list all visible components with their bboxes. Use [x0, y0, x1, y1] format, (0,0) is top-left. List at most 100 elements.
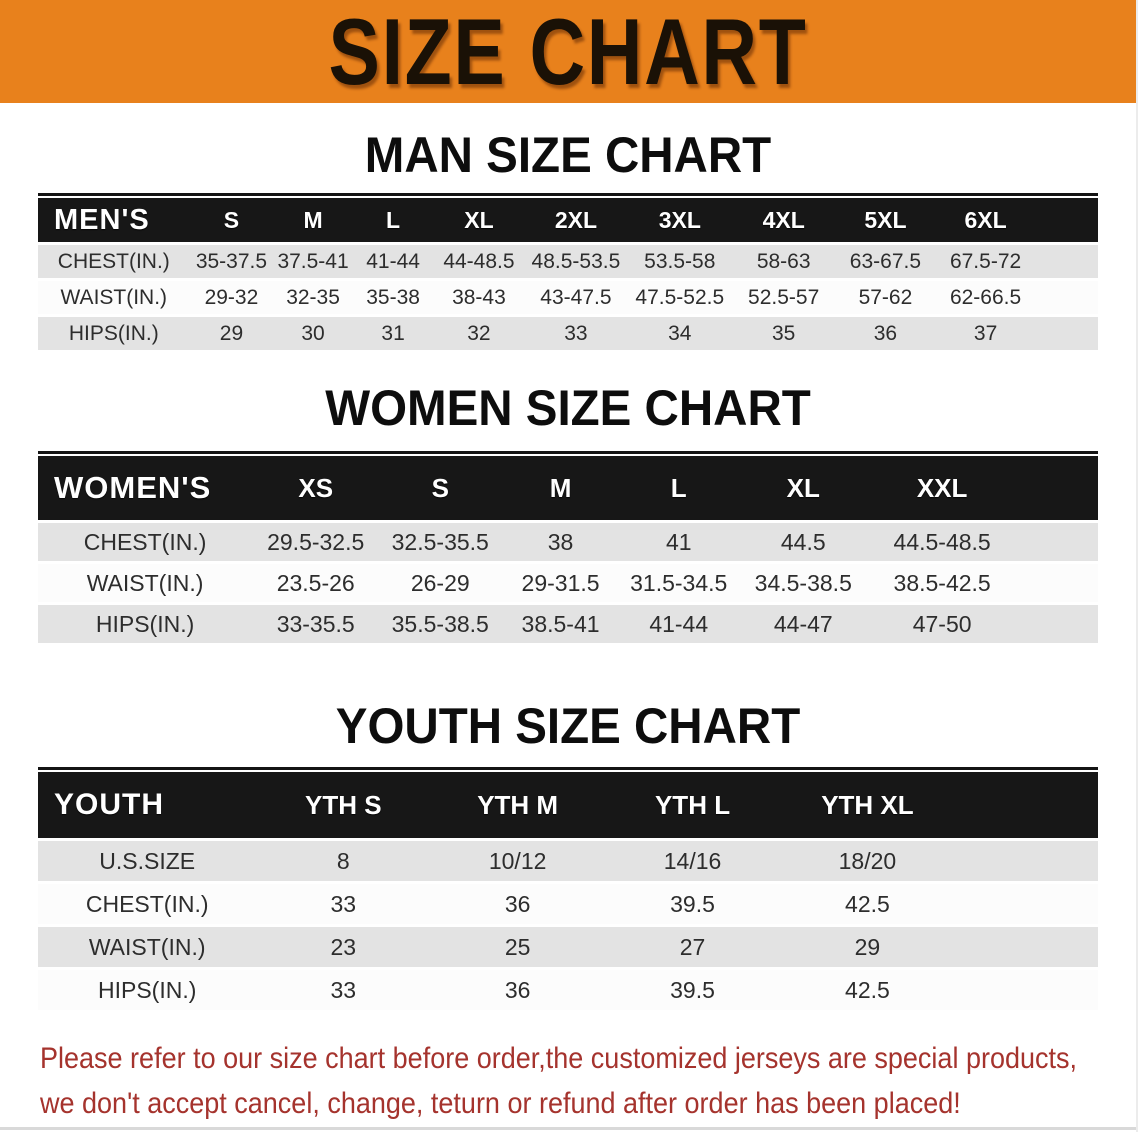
column-header-s: S: [431, 472, 449, 503]
table-header-row: MEN'S S M L XL 2XL 3XL 4XL 5XL 6XL: [38, 198, 1098, 242]
table-cell: 41: [665, 528, 692, 555]
table-cell: 29: [854, 933, 881, 960]
table-cell: 41-44: [366, 249, 420, 273]
column-header-4xl: 4XL: [762, 206, 805, 233]
table-cell: 32: [467, 321, 491, 345]
row-label-hips-in: HIPS(IN.): [97, 976, 197, 1003]
table-cell: 37.5-41: [277, 249, 349, 273]
women-size-table: WOMEN'S XS S M L XL XXL CHEST(IN.) 29.5-32.5 32.5…: [38, 451, 1098, 643]
footer-note: Please refer to our size chart before or…: [40, 1036, 1136, 1126]
table-cell: 33: [564, 321, 588, 345]
table-cell: 36: [504, 890, 531, 917]
column-header-yth-s: YTH S: [304, 789, 382, 820]
table-cell: 44.5: [780, 528, 826, 555]
table-cell: 38-43: [452, 285, 506, 309]
column-header-6xl: 6XL: [964, 206, 1007, 233]
table-label-youth: YOUTH: [54, 788, 164, 821]
column-header-xl: XL: [464, 206, 494, 233]
column-header-3xl: 3XL: [658, 206, 701, 233]
table-cell: 31.5-34.5: [630, 569, 728, 596]
table-cell: 38: [547, 528, 574, 555]
row-label-waist-in: WAIST(IN.): [86, 569, 204, 596]
footer-note-line2: we don't accept cancel, change, teturn o…: [40, 1087, 961, 1120]
table-row-chest-in: CHEST(IN.) 29.5-32.5 32.5-35.5 38 41 44.5 44.5…: [38, 523, 1098, 561]
column-header-5xl: 5XL: [864, 206, 907, 233]
table-cell: 23.5-26: [276, 569, 355, 596]
table-cell: 38.5-42.5: [893, 569, 991, 596]
table-cell: 36: [873, 321, 898, 345]
row-label-waist-in: WAIST(IN.): [88, 933, 206, 960]
table-cell: 32.5-35.5: [391, 528, 489, 555]
table-cell: 25: [504, 933, 531, 960]
column-header-yth-m: YTH M: [477, 789, 559, 820]
table-cell: 32-35: [286, 285, 340, 309]
table-row-hips-in: HIPS(IN.) 33 36 39.5 42.5: [38, 970, 1098, 1010]
table-cell: 29-32: [204, 285, 259, 309]
man-size-section: MAN SIZE CHART MEN'S S M L XL 2XL 3XL 4XL 5XL 6XL…: [0, 130, 1136, 350]
column-header-2xl: 2XL: [554, 206, 598, 233]
table-label-women-s: WOMEN'S: [54, 470, 212, 505]
row-label-waist-in: WAIST(IN.): [60, 285, 168, 309]
table-cell: 31: [381, 321, 405, 345]
table-top-border: [38, 451, 1098, 454]
table-cell: 29-31.5: [521, 569, 600, 596]
table-row-chest-in: CHEST(IN.) 35-37.5 37.5-41 41-44 44-48.5 48.5…: [38, 245, 1098, 278]
table-cell: 29.5-32.5: [267, 528, 365, 555]
youth-size-heading: YOUTH SIZE CHART: [335, 698, 801, 754]
table-row-chest-in: CHEST(IN.) 33 36 39.5 42.5: [38, 884, 1098, 924]
women-size-heading: WOMEN SIZE CHART: [325, 380, 811, 436]
row-label-hips-in: HIPS(IN.): [95, 610, 195, 637]
row-label-hips-in: HIPS(IN.): [68, 321, 159, 345]
row-label-u-s-size: U.S.SIZE: [99, 847, 196, 874]
table-row-waist-in: WAIST(IN.) 23 25 27 29: [38, 927, 1098, 967]
table-cell: 36: [504, 976, 531, 1003]
banner: SIZE CHART: [0, 0, 1136, 103]
table-cell: 52.5-57: [748, 285, 820, 309]
table-cell: 44.5-48.5: [893, 528, 991, 555]
table-cell: 47-50: [912, 610, 972, 637]
table-cell: 10/12: [488, 847, 547, 874]
table-cell: 34.5-38.5: [754, 569, 852, 596]
column-header-l: L: [670, 472, 687, 503]
table-cell: 38.5-41: [521, 610, 600, 637]
table-row-waist-in: WAIST(IN.) 29-32 32-35 35-38 38-43 43-47.5 47.…: [38, 281, 1098, 314]
table-cell: 42.5: [845, 890, 890, 917]
table-cell: 33-35.5: [276, 610, 355, 637]
table-top-border: [38, 193, 1098, 196]
table-cell: 39.5: [670, 890, 715, 917]
table-cell: 67.5-72: [949, 249, 1022, 273]
table-cell: 35-37.5: [195, 249, 268, 273]
table-cell: 35: [771, 321, 796, 345]
table-cell: 62-66.5: [949, 285, 1022, 309]
bottom-divider: [0, 1127, 1136, 1130]
column-header-yth-l: YTH L: [654, 789, 731, 820]
table-row-hips-in: HIPS(IN.) 29 30 31 32 33 34 35 36 37: [38, 317, 1098, 350]
table-cell: 44-47: [773, 610, 833, 637]
column-header-m: M: [549, 472, 572, 503]
row-label-chest-in: CHEST(IN.): [57, 249, 170, 273]
table-cell: 57-62: [858, 285, 913, 309]
youth-size-table: YOUTH YTH S YTH M YTH L YTH XL U.S.SIZE 8 10/12…: [38, 767, 1098, 1010]
table-cell: 14/16: [663, 847, 722, 874]
table-cell: 47.5-52.5: [635, 285, 725, 309]
women-size-section: WOMEN SIZE CHART WOMEN'S XS S M L XL XXL CHEST(…: [0, 383, 1136, 643]
table-cell: 33: [330, 890, 357, 917]
table-label-men-s: MEN'S: [54, 203, 150, 236]
table-cell: 27: [679, 933, 706, 960]
column-header-xs: XS: [298, 472, 334, 503]
table-row-hips-in: HIPS(IN.) 33-35.5 35.5-38.5 38.5-41 41-44 44-…: [38, 605, 1098, 643]
row-label-chest-in: CHEST(IN.): [85, 890, 209, 917]
table-cell: 18/20: [838, 847, 897, 874]
column-header-s: S: [223, 206, 240, 233]
table-cell: 8: [336, 847, 350, 874]
table-cell: 53.5-58: [644, 249, 716, 273]
column-header-xl: XL: [786, 472, 820, 503]
table-cell: 41-44: [649, 610, 709, 637]
column-header-l: L: [386, 206, 401, 233]
table-header-row: WOMEN'S XS S M L XL XXL: [38, 456, 1098, 520]
table-cell: 39.5: [670, 976, 715, 1003]
table-cell: 48.5-53.5: [531, 249, 621, 273]
table-row-waist-in: WAIST(IN.) 23.5-26 26-29 29-31.5 31.5-34.5 34…: [38, 564, 1098, 602]
banner-title: SIZE CHART: [328, 0, 808, 103]
